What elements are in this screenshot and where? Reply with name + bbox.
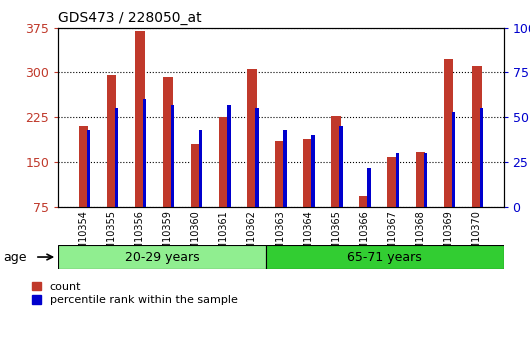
Bar: [423, 153, 427, 207]
Bar: [339, 126, 343, 207]
Bar: [114, 108, 118, 207]
Bar: [227, 105, 231, 207]
Bar: [311, 135, 315, 207]
Bar: [107, 76, 117, 207]
Legend: count, percentile rank within the sample: count, percentile rank within the sample: [32, 282, 238, 305]
Bar: [219, 117, 229, 207]
Bar: [367, 168, 371, 207]
Bar: [135, 31, 145, 207]
Bar: [58, 245, 266, 269]
Text: GDS473 / 228050_at: GDS473 / 228050_at: [58, 11, 202, 25]
Bar: [86, 130, 90, 207]
Bar: [452, 112, 455, 207]
Bar: [331, 116, 341, 207]
Bar: [387, 157, 398, 207]
Bar: [283, 130, 287, 207]
Bar: [78, 126, 89, 207]
Bar: [416, 152, 426, 207]
Bar: [395, 153, 399, 207]
Bar: [480, 108, 483, 207]
Bar: [199, 130, 202, 207]
Bar: [444, 59, 454, 207]
Bar: [303, 139, 313, 207]
Bar: [191, 144, 201, 207]
Bar: [275, 141, 285, 207]
Text: 20-29 years: 20-29 years: [125, 250, 199, 264]
Bar: [472, 67, 482, 207]
Bar: [171, 105, 174, 207]
Text: 65-71 years: 65-71 years: [347, 250, 422, 264]
Bar: [266, 245, 504, 269]
Bar: [143, 99, 146, 207]
Text: age: age: [3, 250, 27, 264]
Bar: [255, 108, 259, 207]
Bar: [247, 69, 257, 207]
Bar: [163, 77, 173, 207]
Bar: [359, 196, 369, 207]
